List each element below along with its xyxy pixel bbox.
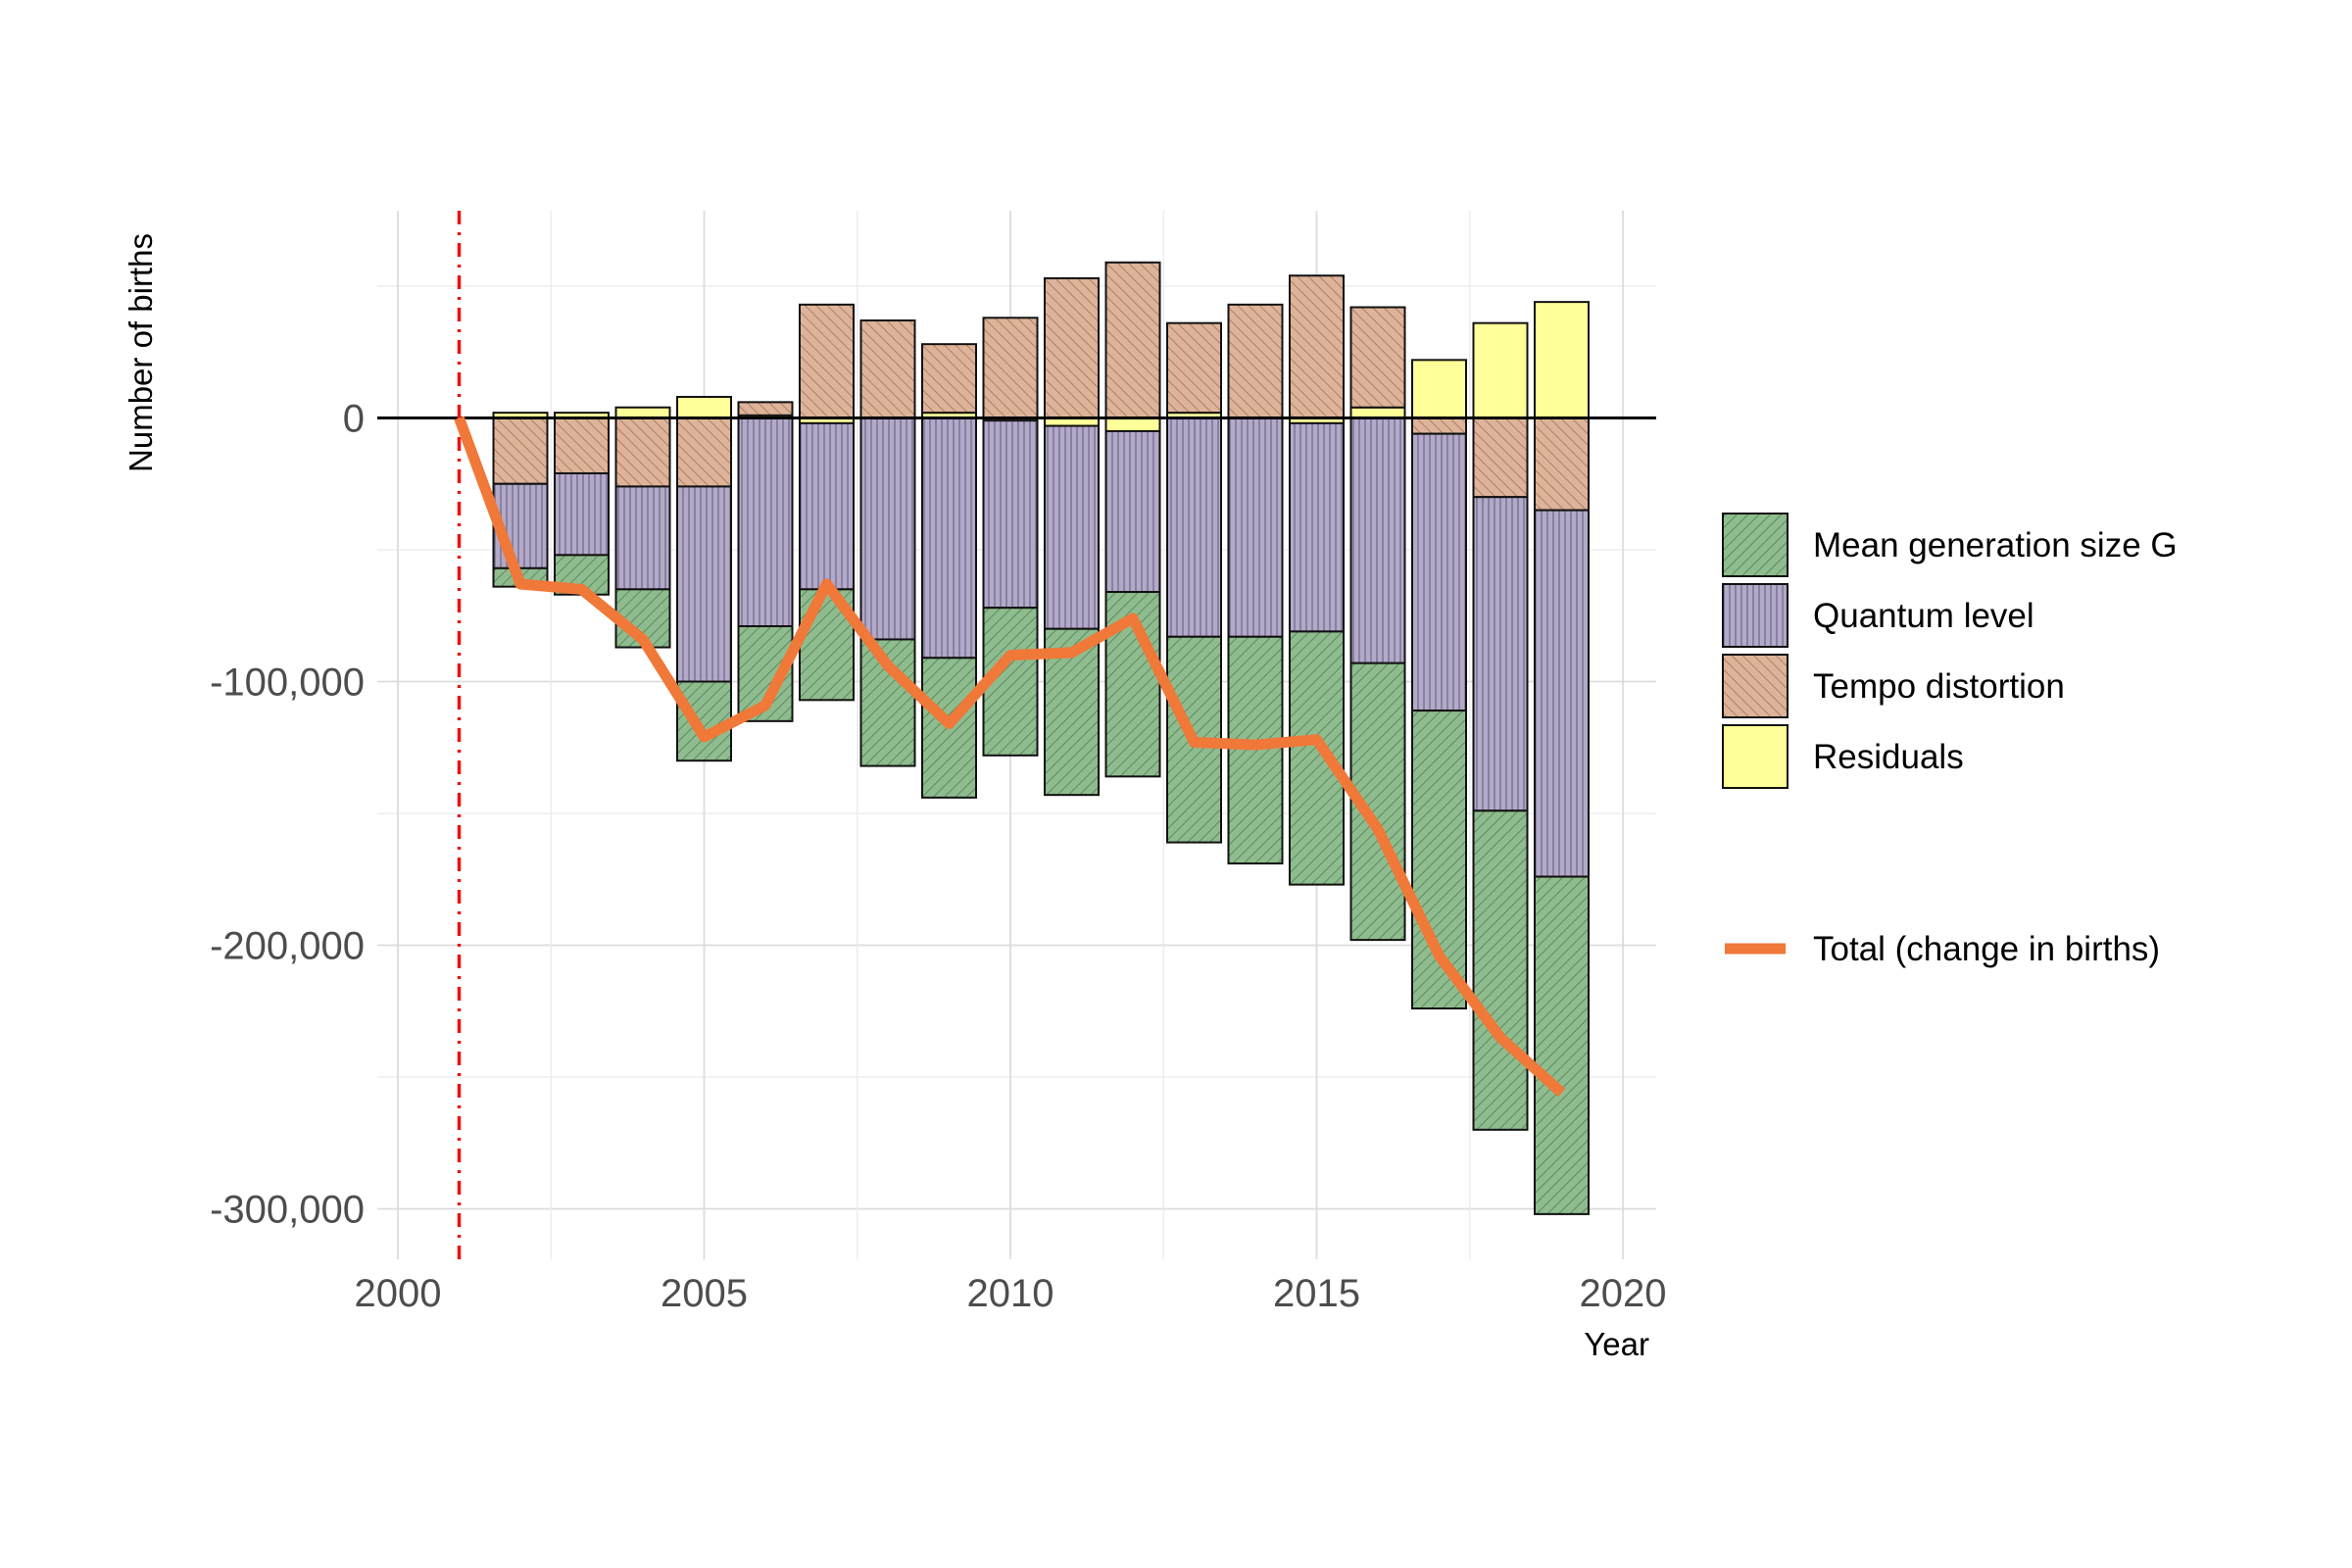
bar-r-2017 (1411, 359, 1467, 419)
bar-r-2018 (1472, 321, 1529, 419)
y-axis-title: Number of births (122, 233, 159, 472)
bar-t-2004 (614, 416, 671, 488)
x-axis-title: Year (1584, 1326, 1649, 1362)
y-tick-label: 0 (343, 398, 365, 441)
bar-q-2013 (1166, 416, 1222, 638)
bar-q-2011 (1044, 424, 1100, 630)
y-axis-tick-labels: 0 -100,000 -200,000 -300,000 (210, 398, 365, 1232)
legend-label: Total (change in births) (1813, 930, 2160, 968)
y-tick-label: -300,000 (210, 1189, 365, 1232)
bar-t-2011 (1044, 276, 1100, 419)
bar-t-2005 (676, 416, 732, 488)
bar-g-2018 (1472, 809, 1529, 1131)
bar-q-2012 (1104, 429, 1161, 594)
bar-q-2014 (1227, 416, 1284, 638)
bar-q-2008 (859, 416, 916, 641)
bar-q-2017 (1411, 432, 1467, 712)
bar-t-2017 (1411, 416, 1467, 435)
legend-key-t (1722, 654, 1788, 718)
bar-t-2010 (982, 317, 1039, 419)
legend-key-g (1722, 513, 1788, 577)
x-tick-label: 2020 (1580, 1272, 1667, 1315)
bar-q-2016 (1349, 416, 1406, 664)
bar-q-2005 (676, 485, 732, 683)
bar-r-2004 (614, 406, 671, 419)
legend-label: Quantum level (1813, 597, 2034, 635)
plot-panel (377, 211, 1656, 1259)
legend-label: Residuals (1813, 738, 1964, 776)
bar-t-2014 (1227, 303, 1284, 419)
legend-key-q (1722, 583, 1788, 648)
bar-q-2004 (614, 485, 671, 591)
x-tick-label: 2000 (355, 1272, 442, 1315)
bar-r-2005 (676, 395, 732, 419)
bar-q-2019 (1534, 509, 1590, 878)
bar-t-2015 (1289, 274, 1345, 419)
stacked-bars (492, 261, 1590, 1215)
bar-t-2009 (921, 343, 977, 415)
bar-q-2007 (799, 421, 855, 591)
x-tick-label: 2010 (967, 1272, 1054, 1315)
bar-g-2005 (676, 680, 732, 762)
bar-t-2003 (554, 416, 610, 474)
bar-t-2016 (1349, 306, 1406, 409)
bar-t-2007 (799, 303, 855, 419)
bar-t-2013 (1166, 321, 1222, 415)
bar-q-2006 (737, 416, 794, 628)
bar-q-2018 (1472, 496, 1529, 812)
bar-q-2009 (921, 416, 977, 660)
total-line (454, 416, 1566, 1098)
total-series-line (454, 416, 1566, 1098)
bar-t-2019 (1534, 416, 1590, 512)
bar-g-2019 (1534, 875, 1590, 1215)
y-tick-label: -100,000 (210, 662, 365, 705)
x-tick-label: 2015 (1273, 1272, 1360, 1315)
legend-label: Tempo distortion (1813, 667, 2065, 706)
bar-t-2008 (859, 318, 916, 419)
x-tick-label: 2005 (661, 1272, 748, 1315)
y-tick-label: -200,000 (210, 925, 365, 968)
bar-t-2012 (1104, 261, 1161, 419)
bar-q-2010 (982, 419, 1039, 610)
bar-r-2019 (1534, 301, 1590, 419)
bar-r-2016 (1349, 406, 1406, 419)
x-axis-tick-labels: 2000 2005 2010 2015 2020 (355, 1272, 1667, 1315)
bar-t-2018 (1472, 416, 1529, 499)
legend-label: Mean generation size G (1813, 526, 2178, 564)
bar-q-2015 (1289, 421, 1345, 633)
bar-t-2006 (737, 401, 794, 416)
bar-q-2003 (554, 471, 610, 557)
legend: Mean generation size G Quantum level Tempo… (1722, 513, 2178, 968)
bar-t-2002 (492, 416, 549, 485)
legend-key-r (1722, 724, 1788, 789)
bar-r-2012 (1104, 416, 1161, 432)
